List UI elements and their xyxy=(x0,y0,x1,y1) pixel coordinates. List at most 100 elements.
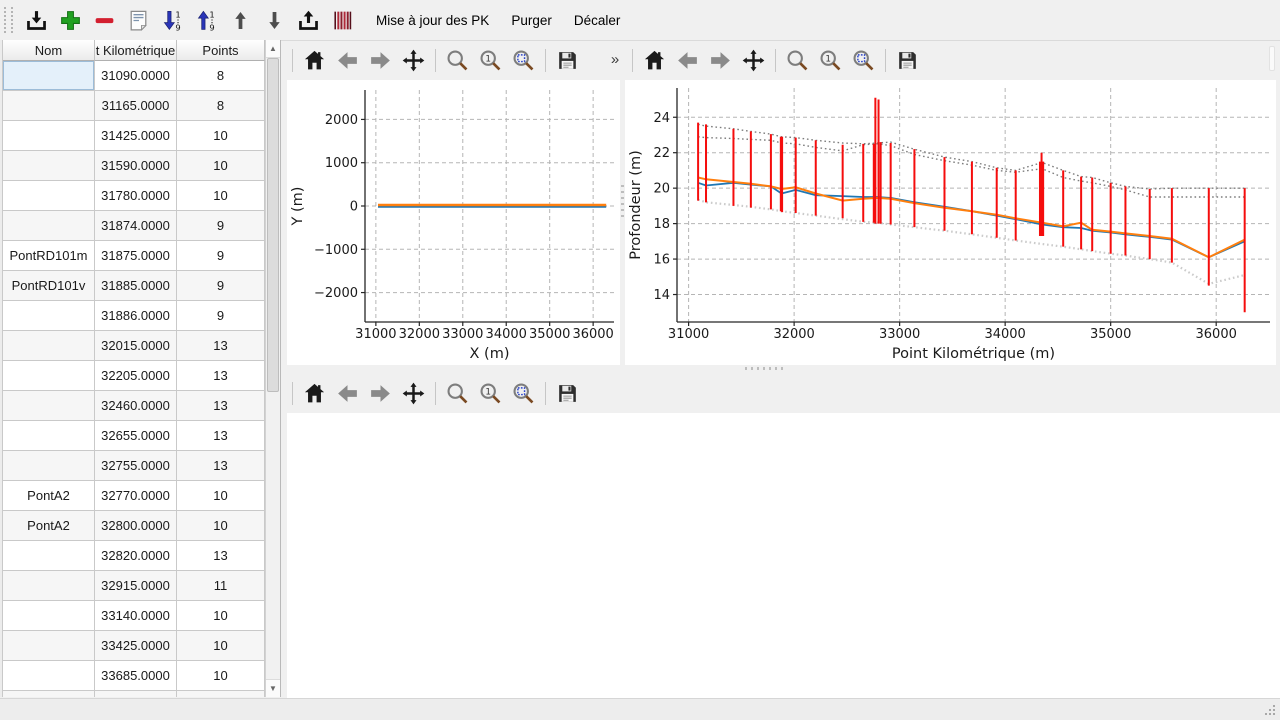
table-row[interactable]: 31590.0000 10 xyxy=(3,151,265,181)
table-row[interactable]: PontA2 32800.0000 10 xyxy=(3,511,265,541)
export-button[interactable] xyxy=(295,7,322,34)
cell-pk[interactable]: 31425.0000 xyxy=(95,121,177,151)
back-button[interactable] xyxy=(674,47,701,74)
cell-points[interactable]: 10 xyxy=(177,481,265,511)
table-row[interactable]: 32655.0000 13 xyxy=(3,421,265,451)
zoom-one-button[interactable]: 1 xyxy=(817,47,844,74)
cell-pk[interactable]: 33685.0000 xyxy=(95,661,177,691)
cell-nom[interactable] xyxy=(3,541,95,571)
cell-pk[interactable]: 33140.0000 xyxy=(95,601,177,631)
forward-button[interactable] xyxy=(367,47,394,74)
table-row[interactable]: 32205.0000 13 xyxy=(3,361,265,391)
cell-pk[interactable]: 31090.0000 xyxy=(95,61,177,91)
zoom-one-button[interactable]: 1 xyxy=(477,380,504,407)
table-row[interactable]: 33140.0000 10 xyxy=(3,601,265,631)
cell-nom[interactable] xyxy=(3,391,95,421)
table-row[interactable]: 33425.0000 10 xyxy=(3,631,265,661)
cell-nom[interactable] xyxy=(3,91,95,121)
cell-points[interactable]: 13 xyxy=(177,391,265,421)
cell-points[interactable]: 13 xyxy=(177,361,265,391)
cell-nom[interactable]: PontA2 xyxy=(3,511,95,541)
cell-pk[interactable]: 31165.0000 xyxy=(95,91,177,121)
column-header-point-kilometrique[interactable]: t Kilométrique xyxy=(95,40,177,61)
xy-plot-canvas[interactable]: 31000 32000 33000 34000 35000 36000 −2000 −1000… xyxy=(287,80,620,365)
cell-pk[interactable]: 31780.0000 xyxy=(95,181,177,211)
horizontal-splitter-grip[interactable] xyxy=(745,367,783,370)
cell-pk[interactable]: 31590.0000 xyxy=(95,151,177,181)
scrollbar-down-arrow[interactable]: ▼ xyxy=(266,679,280,697)
cell-pk[interactable]: 32820.0000 xyxy=(95,541,177,571)
table-row[interactable]: 32460.0000 13 xyxy=(3,391,265,421)
cell-points[interactable]: 13 xyxy=(177,541,265,571)
home-button[interactable] xyxy=(301,47,328,74)
table-row[interactable]: 31886.0000 9 xyxy=(3,301,265,331)
pan-button[interactable] xyxy=(400,47,427,74)
cell-points[interactable]: 9 xyxy=(177,301,265,331)
cell-pk[interactable]: 31886.0000 xyxy=(95,301,177,331)
action-button-purger[interactable]: Purger xyxy=(511,12,552,28)
cell-nom[interactable] xyxy=(3,151,95,181)
cell-points[interactable]: 13 xyxy=(177,421,265,451)
home-button[interactable] xyxy=(641,47,668,74)
cell-pk[interactable]: 31875.0000 xyxy=(95,241,177,271)
cell-pk[interactable]: 32460.0000 xyxy=(95,391,177,421)
add-button[interactable] xyxy=(57,7,84,34)
toolbar-drag-handle[interactable] xyxy=(4,7,13,33)
cell-nom[interactable] xyxy=(3,691,95,697)
zoom-button[interactable] xyxy=(444,47,471,74)
save-button[interactable] xyxy=(894,47,921,74)
stripes-button[interactable] xyxy=(329,7,356,34)
table-row[interactable]: 32015.0000 13 xyxy=(3,331,265,361)
cell-points[interactable]: 9 xyxy=(177,211,265,241)
remove-button[interactable] xyxy=(91,7,118,34)
table-row[interactable]: PontRD101m 31875.0000 9 xyxy=(3,241,265,271)
cell-pk[interactable]: 31874.0000 xyxy=(95,211,177,241)
cell-nom[interactable] xyxy=(3,451,95,481)
cell-nom[interactable] xyxy=(3,361,95,391)
cell-pk[interactable]: 32755.0000 xyxy=(95,451,177,481)
action-button-d-caler[interactable]: Décaler xyxy=(573,12,621,28)
cell-nom[interactable]: PontRD101m xyxy=(3,241,95,271)
table-row[interactable]: 32755.0000 13 xyxy=(3,451,265,481)
cell-nom[interactable] xyxy=(3,331,95,361)
zoom-rect-button[interactable] xyxy=(510,380,537,407)
import-button[interactable] xyxy=(23,7,50,34)
zoom-button[interactable] xyxy=(784,47,811,74)
table-row[interactable]: PontRD101v 31885.0000 9 xyxy=(3,271,265,301)
arrow-down-button[interactable] xyxy=(261,7,288,34)
cell-points[interactable]: 13 xyxy=(177,451,265,481)
cell-nom[interactable] xyxy=(3,301,95,331)
cell-points[interactable]: 10 xyxy=(177,661,265,691)
table-vertical-scrollbar[interactable]: ▲ ▼ xyxy=(265,40,280,697)
cell-nom[interactable] xyxy=(3,601,95,631)
table-row[interactable]: 31780.0000 10 xyxy=(3,181,265,211)
save-button[interactable] xyxy=(554,380,581,407)
cell-points[interactable]: 10 xyxy=(177,121,265,151)
scrollbar-thumb[interactable] xyxy=(267,58,279,392)
pan-button[interactable] xyxy=(400,380,427,407)
cell-nom[interactable]: PontRD101v xyxy=(3,271,95,301)
home-button[interactable] xyxy=(301,380,328,407)
empty-plot-canvas[interactable] xyxy=(287,413,1280,698)
cell-nom[interactable] xyxy=(3,61,95,91)
window-size-grip[interactable] xyxy=(1264,704,1277,717)
zoom-rect-button[interactable] xyxy=(850,47,877,74)
forward-button[interactable] xyxy=(367,380,394,407)
arrow-up-button[interactable] xyxy=(227,7,254,34)
cell-points[interactable]: 13 xyxy=(177,331,265,361)
cell-nom[interactable] xyxy=(3,181,95,211)
zoom-one-button[interactable]: 1 xyxy=(477,47,504,74)
cell-pk[interactable]: 33425.0000 xyxy=(95,631,177,661)
cell-pk[interactable]: 32770.0000 xyxy=(95,481,177,511)
zoom-button[interactable] xyxy=(444,380,471,407)
cell-nom[interactable] xyxy=(3,121,95,151)
column-header-points[interactable]: Points xyxy=(177,40,265,61)
cell-pk[interactable]: 32015.0000 xyxy=(95,331,177,361)
back-button[interactable] xyxy=(334,47,361,74)
cell-points[interactable]: 9 xyxy=(177,271,265,301)
cell-nom[interactable] xyxy=(3,211,95,241)
table-row[interactable]: 31090.0000 8 xyxy=(3,61,265,91)
cell-points[interactable]: 10 xyxy=(177,151,265,181)
cell-pk[interactable]: 32205.0000 xyxy=(95,361,177,391)
